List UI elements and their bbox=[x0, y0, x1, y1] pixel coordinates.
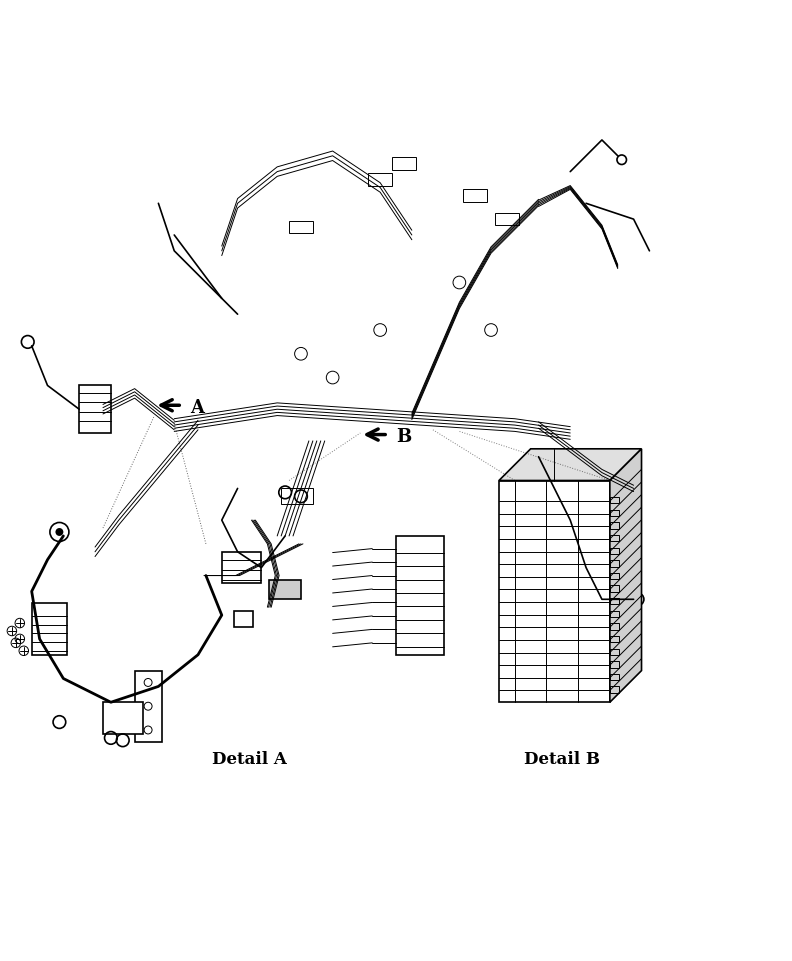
Circle shape bbox=[55, 528, 63, 536]
Bar bbox=[269, 579, 301, 600]
Bar bbox=[222, 552, 261, 583]
Bar bbox=[234, 611, 253, 627]
Bar bbox=[610, 560, 619, 567]
Bar bbox=[392, 158, 416, 170]
Bar bbox=[281, 488, 313, 505]
Polygon shape bbox=[499, 449, 642, 480]
Bar bbox=[610, 649, 619, 654]
Bar bbox=[396, 536, 444, 654]
Bar bbox=[135, 671, 162, 742]
Text: A: A bbox=[190, 399, 204, 417]
Bar bbox=[610, 636, 619, 642]
Bar bbox=[289, 221, 313, 234]
Bar bbox=[495, 212, 519, 226]
Bar bbox=[610, 535, 619, 541]
Bar bbox=[610, 548, 619, 554]
Bar bbox=[610, 497, 619, 504]
Bar bbox=[79, 385, 111, 433]
Bar bbox=[32, 604, 67, 654]
Bar bbox=[103, 702, 143, 734]
Bar bbox=[610, 509, 619, 516]
Circle shape bbox=[50, 523, 69, 541]
Bar bbox=[463, 189, 487, 202]
Polygon shape bbox=[610, 449, 642, 702]
Text: B: B bbox=[396, 428, 411, 446]
Bar bbox=[610, 585, 619, 592]
Bar bbox=[610, 598, 619, 604]
Bar bbox=[610, 686, 619, 693]
Text: Detail B: Detail B bbox=[524, 751, 600, 768]
Bar bbox=[368, 173, 392, 185]
Bar bbox=[499, 480, 610, 702]
Bar bbox=[610, 624, 619, 629]
Bar bbox=[610, 661, 619, 668]
Text: Detail A: Detail A bbox=[212, 751, 287, 768]
Bar bbox=[610, 523, 619, 529]
Bar bbox=[610, 610, 619, 617]
Bar bbox=[610, 674, 619, 680]
Bar bbox=[610, 573, 619, 579]
